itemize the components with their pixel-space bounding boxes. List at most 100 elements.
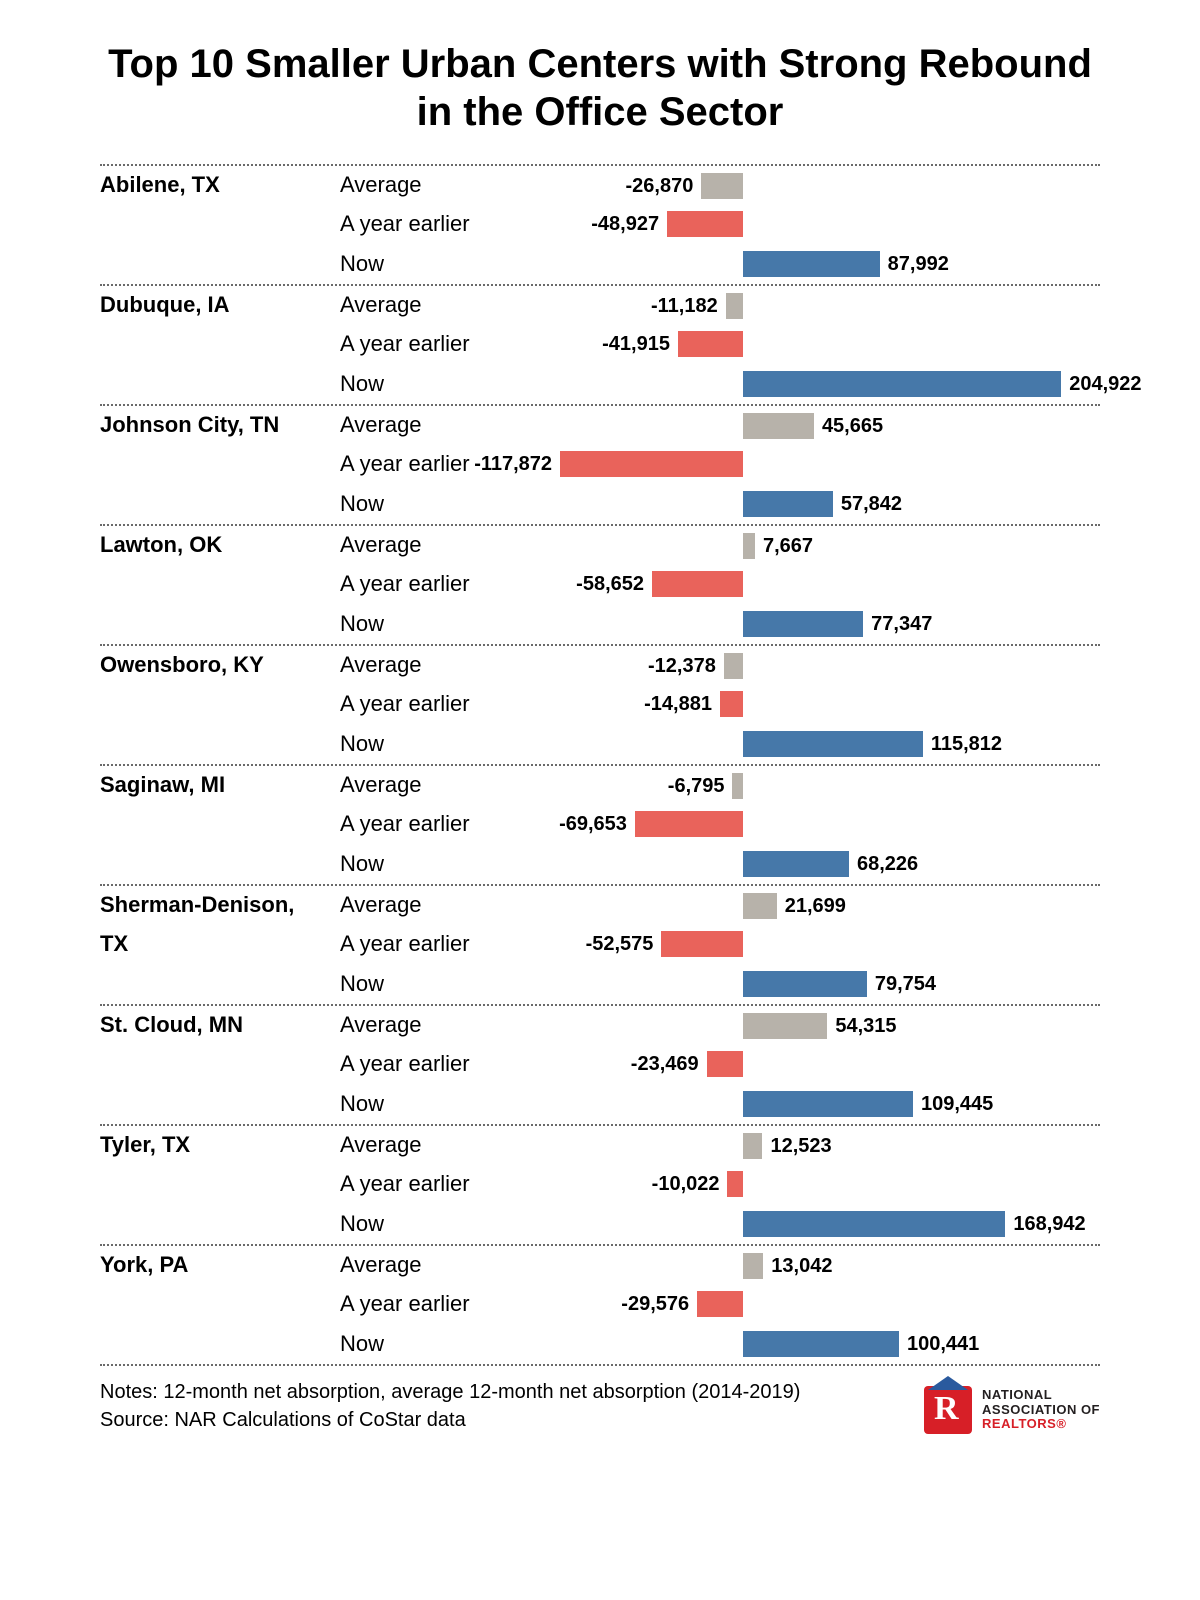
bar-area: -26,870	[510, 166, 1100, 204]
series-label: A year earlier	[340, 211, 510, 237]
bar	[743, 971, 867, 997]
bar	[743, 731, 923, 757]
bar	[560, 451, 743, 477]
series-label: Now	[340, 971, 510, 997]
bar	[667, 211, 743, 237]
chart-row: A year earlier-10,022	[100, 1164, 1100, 1204]
bar-area: 100,441	[510, 1324, 1100, 1364]
bar-area: 54,315	[510, 1006, 1100, 1044]
bar	[743, 851, 849, 877]
value-label: -14,881	[644, 692, 712, 716]
bar-area: 68,226	[510, 844, 1100, 884]
bar-area: 21,699	[510, 886, 1100, 924]
bar	[652, 571, 743, 597]
value-label: 57,842	[841, 492, 902, 516]
chart-row: Now79,754	[100, 964, 1100, 1004]
series-label: Average	[340, 892, 510, 918]
bar	[743, 1253, 763, 1279]
bar-area: -14,881	[510, 684, 1100, 724]
series-label: Now	[340, 371, 510, 397]
chart-divider	[100, 1364, 1100, 1366]
value-label: -6,795	[668, 774, 725, 798]
series-label: A year earlier	[340, 811, 510, 837]
bar-area: -48,927	[510, 204, 1100, 244]
city-group: Saginaw, MIAverage-6,795 A year earlier -6…	[100, 764, 1100, 884]
chart-row: Johnson City, TNAverage45,665	[100, 404, 1100, 444]
logo-line: REALTORS®	[982, 1417, 1100, 1432]
value-label: -23,469	[631, 1052, 699, 1076]
notes-line: Notes: 12-month net absorption, average …	[100, 1378, 800, 1406]
chart-row: Lawton, OKAverage7,667	[100, 524, 1100, 564]
bar-area: -11,182	[510, 286, 1100, 324]
bar-area: -6,795	[510, 766, 1100, 804]
series-label: Now	[340, 851, 510, 877]
value-label: -26,870	[626, 174, 694, 198]
bar	[743, 533, 755, 559]
chart-row: Now204,922	[100, 364, 1100, 404]
city-label: Dubuque, IA	[100, 292, 340, 318]
value-label: 109,445	[921, 1092, 993, 1116]
chart-row: Now115,812	[100, 724, 1100, 764]
value-label: 100,441	[907, 1332, 979, 1356]
bar	[743, 1133, 762, 1159]
chart-row: Now87,992	[100, 244, 1100, 284]
series-label: Now	[340, 1091, 510, 1117]
value-label: 204,922	[1069, 372, 1141, 396]
city-label: Owensboro, KY	[100, 652, 340, 678]
bar	[701, 173, 743, 199]
city-label: Abilene, TX	[100, 172, 340, 198]
series-label: A year earlier	[340, 1051, 510, 1077]
series-label: Average	[340, 652, 510, 678]
chart-row: Now77,347	[100, 604, 1100, 644]
value-label: 45,665	[822, 414, 883, 438]
chart-row: A year earlier-29,576	[100, 1284, 1100, 1324]
chart-row: Now57,842	[100, 484, 1100, 524]
series-label: A year earlier	[340, 571, 510, 597]
chart-row: Dubuque, IAAverage-11,182	[100, 284, 1100, 324]
bar-area: 7,667	[510, 526, 1100, 564]
chart-row: Now 109,445	[100, 1084, 1100, 1124]
chart-row: A year earlier -14,881	[100, 684, 1100, 724]
city-label: St. Cloud, MN	[100, 1012, 340, 1038]
value-label: 77,347	[871, 612, 932, 636]
value-label: -58,652	[576, 572, 644, 596]
series-label: A year earlier	[340, 331, 510, 357]
nar-logo-icon	[924, 1386, 972, 1434]
chart-row: St. Cloud, MNAverage54,315	[100, 1004, 1100, 1044]
bar-area: 13,042	[510, 1246, 1100, 1284]
series-label: Average	[340, 292, 510, 318]
series-label: Now	[340, 731, 510, 757]
value-label: 68,226	[857, 852, 918, 876]
value-label: -29,576	[621, 1292, 689, 1316]
bar-area: -117,872	[510, 444, 1100, 484]
chart-row: A year earlier -58,652	[100, 564, 1100, 604]
value-label: 54,315	[835, 1014, 896, 1038]
bar	[724, 653, 743, 679]
series-label: Average	[340, 1252, 510, 1278]
bar-chart: Abilene, TXAverage-26,870A year earlier-…	[100, 164, 1100, 1366]
bar-area: -23,469	[510, 1044, 1100, 1084]
value-label: -69,653	[559, 812, 627, 836]
footer-notes: Notes: 12-month net absorption, average …	[100, 1378, 800, 1434]
bar-area: -69,653	[510, 804, 1100, 844]
chart-footer: Notes: 12-month net absorption, average …	[100, 1378, 1100, 1434]
city-group: Johnson City, TNAverage45,665A year earl…	[100, 404, 1100, 524]
city-label: Sherman-Denison,	[100, 892, 340, 918]
bar-area: 77,347	[510, 604, 1100, 644]
chart-row: Now168,942	[100, 1204, 1100, 1244]
series-label: A year earlier	[340, 691, 510, 717]
bar-area: 57,842	[510, 484, 1100, 524]
series-label: Now	[340, 251, 510, 277]
bar	[727, 1171, 743, 1197]
bar	[743, 893, 777, 919]
value-label: 168,942	[1013, 1212, 1085, 1236]
bar-area: 87,992	[510, 244, 1100, 284]
chart-row: TXA year earlier-52,575	[100, 924, 1100, 964]
nar-logo-text: NATIONAL ASSOCIATION OF REALTORS®	[982, 1388, 1100, 1433]
chart-row: Tyler, TXAverage12,523	[100, 1124, 1100, 1164]
chart-row: Saginaw, MIAverage-6,795	[100, 764, 1100, 804]
city-group: Dubuque, IAAverage-11,182 A year earlier-…	[100, 284, 1100, 404]
value-label: -117,872	[474, 452, 552, 476]
bar-area: 45,665	[510, 406, 1100, 444]
source-line: Source: NAR Calculations of CoStar data	[100, 1406, 800, 1434]
